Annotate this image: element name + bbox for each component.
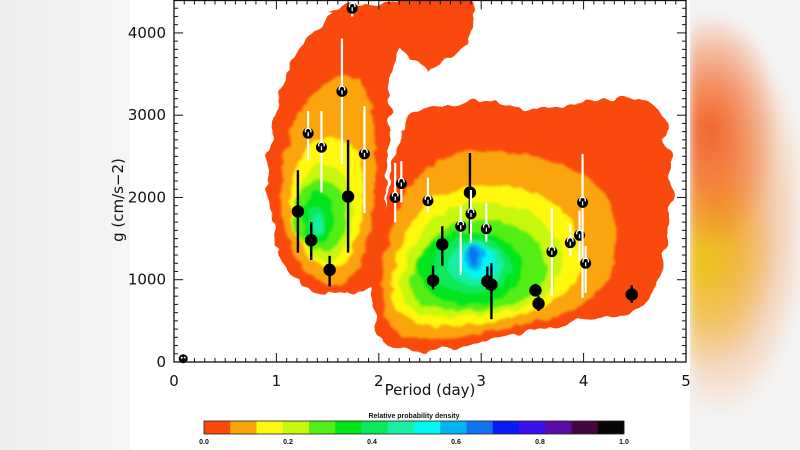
colorbar-segment — [230, 421, 257, 434]
x-tick-label: 5 — [681, 372, 691, 390]
open-data-point — [358, 106, 370, 214]
colorbar-tick-label: 1.0 — [619, 439, 629, 446]
filled-data-point — [529, 283, 542, 297]
colorbar-segment — [597, 421, 625, 434]
colorbar-segment — [414, 421, 441, 434]
y-tick-label: 1000 — [128, 271, 166, 289]
x-tick-label: 0 — [169, 372, 179, 390]
y-tick-label: 3000 — [128, 106, 166, 124]
filled-data-point — [291, 170, 305, 253]
colorbar-segment — [256, 421, 284, 434]
open-data-point — [302, 111, 314, 161]
open-data-point — [422, 177, 434, 213]
open-data-point — [577, 153, 589, 298]
x-tick-label: 4 — [579, 372, 589, 390]
data-points — [178, 0, 638, 364]
filled-data-point — [436, 226, 449, 266]
colorbar-segment — [387, 421, 415, 434]
filled-data-point — [323, 255, 336, 287]
colorbar-segment — [309, 421, 336, 434]
x-tick-label: 3 — [476, 372, 486, 390]
y-tick-label: 2000 — [128, 188, 166, 206]
filled-data-point — [341, 139, 355, 253]
open-data-point — [580, 245, 592, 293]
background-right — [690, 0, 800, 450]
colorbar-segment — [335, 421, 362, 434]
colorbar-segment — [519, 421, 546, 434]
y-tick-label: 4000 — [128, 24, 166, 42]
colorbar-segment — [492, 421, 520, 434]
colorbar-segment — [282, 421, 310, 434]
open-data-point — [336, 38, 348, 164]
x-tick-label: 2 — [374, 372, 384, 390]
open-data-point — [465, 190, 477, 243]
open-data-point — [315, 111, 327, 193]
open-data-point — [389, 162, 401, 223]
colorbar-segment — [466, 421, 494, 434]
colorbar-segment — [361, 421, 389, 434]
colorbar-tick-label: 0.0 — [199, 439, 209, 446]
open-data-point — [346, 0, 358, 17]
open-data-point — [564, 223, 576, 256]
colorbar-tick-label: 0.8 — [535, 439, 545, 446]
filled-data-point — [485, 263, 498, 320]
x-axis-label: Period (day) — [385, 381, 476, 399]
colorbar-segment — [571, 421, 599, 434]
filled-data-point — [426, 265, 440, 290]
filled-data-point — [532, 296, 545, 311]
filled-data-point — [305, 222, 318, 260]
y-axis-label: g (cm/s−2) — [109, 158, 127, 242]
open-data-point — [546, 208, 558, 297]
colorbar: 0.0 0.2 0.4 0.6 0.8 1.0 — [199, 420, 629, 446]
y-tick-label: 0 — [156, 353, 166, 371]
colorbar-segment — [204, 421, 231, 434]
density-lobe-right — [371, 98, 672, 351]
filled-data-point — [625, 285, 638, 303]
density-heatmap — [267, 1, 672, 351]
colorbar-segment — [545, 421, 572, 434]
colorbar-tick-label: 0.6 — [451, 439, 461, 446]
open-data-point — [455, 205, 467, 275]
open-data-point — [480, 203, 492, 242]
open-data-point — [395, 161, 407, 203]
colorbar-segment — [440, 421, 467, 434]
background-left — [0, 0, 130, 450]
x-tick-label: 1 — [272, 372, 282, 390]
colorbar-label: Relative probability density — [368, 413, 459, 420]
colorbar-tick-label: 0.2 — [283, 439, 293, 446]
axes: 0 1 2 3 4 5 0 1000 2000 3000 4000 — [128, 0, 691, 390]
filled-data-point — [178, 354, 188, 364]
colorbar-tick-label: 0.4 — [367, 439, 377, 446]
